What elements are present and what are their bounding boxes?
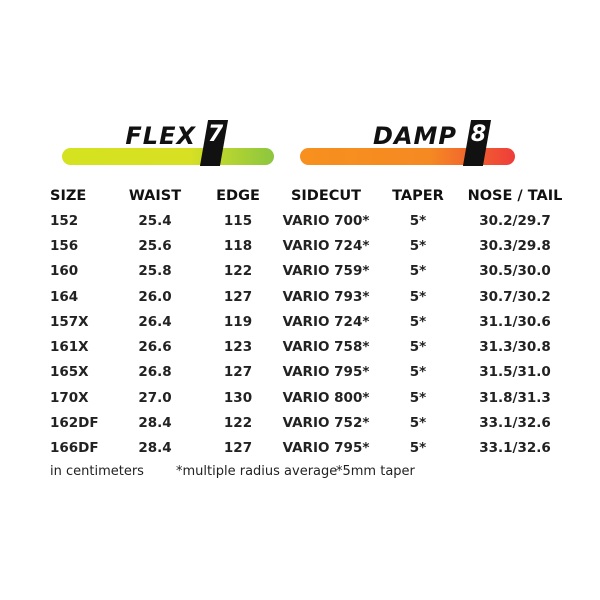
table-cell: 127 <box>223 440 253 457</box>
table-cell: 30.3/29.8 <box>479 237 551 254</box>
table-cell: 26.8 <box>138 364 172 381</box>
table-cell: VARIO 758* <box>282 339 370 356</box>
column-header: EDGE <box>216 188 260 204</box>
table-cell: 5* <box>409 364 427 381</box>
table-cell: 166DF <box>50 440 99 457</box>
column-header: SIZE <box>50 188 87 204</box>
table-cell: 127 <box>223 288 253 305</box>
table-cell: 30.5/30.0 <box>479 263 551 280</box>
taper-note: *5mm taper <box>336 464 415 479</box>
table-cell: 26.0 <box>138 288 172 305</box>
table-cell: 30.2/29.7 <box>479 212 551 229</box>
table-row: 160 25.8 122 VARIO 759* 5* 30.5/30.0 <box>44 259 566 284</box>
table-row: 157X 26.4 119 VARIO 724* 5* 31.1/30.6 <box>44 309 566 334</box>
table-cell: 127 <box>223 364 253 381</box>
table-cell: 5* <box>409 440 427 457</box>
units-note: in centimeters <box>50 464 144 479</box>
column-header: TAPER <box>392 188 444 204</box>
table-cell: 31.8/31.3 <box>479 389 551 406</box>
damp-label: DAMP <box>373 122 457 150</box>
table-cell: 160 <box>50 263 79 280</box>
table-cell: 31.1/30.6 <box>479 313 551 330</box>
damp-meter: DAMP 8 <box>300 118 515 168</box>
flex-label: FLEX <box>125 122 196 150</box>
table-row: 166DF 28.4 127 VARIO 795* 5* 33.1/32.6 <box>44 436 566 461</box>
column-header: NOSE / TAIL <box>467 188 563 204</box>
table-cell: 118 <box>223 237 253 254</box>
table-row: 162DF 28.4 122 VARIO 752* 5* 33.1/32.6 <box>44 410 566 435</box>
table-cell: VARIO 724* <box>282 313 370 330</box>
flex-value: 7 <box>207 122 224 147</box>
table-row: 165X 26.8 127 VARIO 795* 5* 31.5/31.0 <box>44 360 566 385</box>
table-cell: 130 <box>223 389 253 406</box>
table-cell: 122 <box>223 415 253 432</box>
table-cell: 31.5/31.0 <box>479 364 551 381</box>
header-row: SIZE WAIST EDGE SIDECUT TAPER NOSE / TAIL <box>44 184 566 208</box>
table-cell: VARIO 724* <box>282 237 370 254</box>
table-cell: 115 <box>223 212 253 229</box>
table-cell: VARIO 800* <box>282 389 370 406</box>
table-cell: 33.1/32.6 <box>479 440 551 457</box>
table-cell: 31.3/30.8 <box>479 339 551 356</box>
table-cell: 30.7/30.2 <box>479 288 551 305</box>
table-cell: 162DF <box>50 415 99 432</box>
spec-table: SIZE WAIST EDGE SIDECUT TAPER NOSE / TAIL 152… <box>44 184 566 461</box>
damp-value: 8 <box>470 122 487 147</box>
table-cell: 156 <box>50 237 79 254</box>
table-cell: VARIO 759* <box>282 263 370 280</box>
column-header: WAIST <box>128 188 182 204</box>
table-cell: VARIO 752* <box>282 415 370 432</box>
table-cell: 26.6 <box>138 339 172 356</box>
flex-meter: FLEX 7 <box>62 118 274 168</box>
table-cell: 164 <box>50 288 79 305</box>
column-header: SIDECUT <box>290 188 362 204</box>
table-cell: 5* <box>409 415 427 432</box>
table-row: 152 25.4 115 VARIO 700* 5* 30.2/29.7 <box>44 208 566 233</box>
table-cell: 152 <box>50 212 79 229</box>
table-cell: 165X <box>50 364 89 381</box>
table-cell: 5* <box>409 389 427 406</box>
table-row: 164 26.0 127 VARIO 793* 5* 30.7/30.2 <box>44 284 566 309</box>
table-cell: 25.6 <box>138 237 172 254</box>
table-row: 156 25.6 118 VARIO 724* 5* 30.3/29.8 <box>44 233 566 258</box>
table-cell: VARIO 700* <box>282 212 370 229</box>
table-cell: 28.4 <box>138 415 172 432</box>
sidecut-note: *multiple radius average <box>176 464 338 479</box>
table-cell: 5* <box>409 212 427 229</box>
table-cell: VARIO 795* <box>282 440 370 457</box>
table-cell: 5* <box>409 237 427 254</box>
table-row: 161X 26.6 123 VARIO 758* 5* 31.3/30.8 <box>44 334 566 359</box>
table-cell: 27.0 <box>138 389 172 406</box>
table-cell: 123 <box>223 339 253 356</box>
flex-bar <box>62 148 274 165</box>
table-cell: 25.8 <box>138 263 172 280</box>
table-row: 170X 27.0 130 VARIO 800* 5* 31.8/31.3 <box>44 385 566 410</box>
table-cell: 26.4 <box>138 313 172 330</box>
table-cell: 5* <box>409 313 427 330</box>
table-cell: 33.1/32.6 <box>479 415 551 432</box>
table-cell: 157X <box>50 313 89 330</box>
damp-bar <box>300 148 515 165</box>
table-cell: 28.4 <box>138 440 172 457</box>
table-cell: 5* <box>409 339 427 356</box>
table-cell: VARIO 793* <box>282 288 370 305</box>
table-cell: 119 <box>223 313 253 330</box>
table-cell: 122 <box>223 263 253 280</box>
table-cell: 5* <box>409 263 427 280</box>
table-cell: VARIO 795* <box>282 364 370 381</box>
table-cell: 5* <box>409 288 427 305</box>
table-cell: 170X <box>50 389 89 406</box>
table-cell: 25.4 <box>138 212 172 229</box>
table-cell: 161X <box>50 339 89 356</box>
